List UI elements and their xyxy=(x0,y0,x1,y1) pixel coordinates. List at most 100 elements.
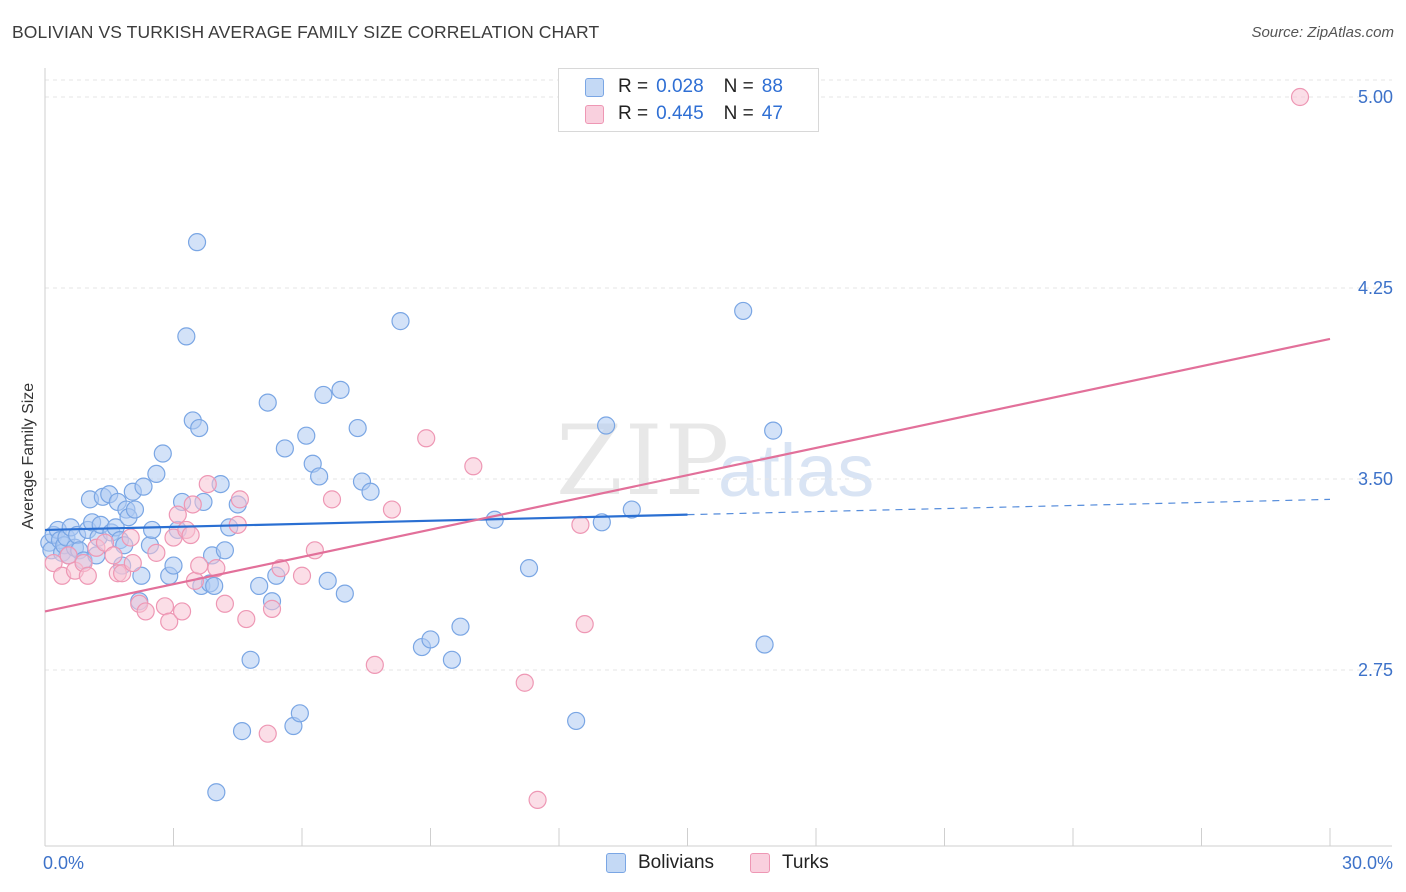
bolivians-trend-line xyxy=(44,513,688,532)
bolivians-point xyxy=(232,722,252,741)
turks-points xyxy=(44,87,1310,809)
turks-point xyxy=(417,429,436,448)
bolivians-label: Bolivians xyxy=(638,852,715,873)
bolivians-point xyxy=(153,444,172,463)
watermark-atlas: atlas xyxy=(718,429,875,512)
x-tick-label: 0.0% xyxy=(43,853,84,873)
turks-point xyxy=(160,612,179,631)
turks-point xyxy=(365,655,384,675)
bolivians-point xyxy=(318,571,337,590)
turks-point xyxy=(207,559,226,578)
turks-point xyxy=(1290,87,1310,107)
y-tick-label: 2.75 xyxy=(1358,660,1393,680)
legend-item-bolivians[interactable]: Bolivians xyxy=(606,852,714,874)
bolivians-point xyxy=(164,556,183,575)
bolivians-point xyxy=(205,576,224,596)
turks-point xyxy=(515,673,534,692)
bolivians-point xyxy=(597,416,616,435)
turks-point xyxy=(528,790,547,809)
bolivians-point xyxy=(567,711,586,731)
bolivians-point xyxy=(187,233,207,252)
turks-point xyxy=(172,602,192,621)
turks-point xyxy=(198,474,217,494)
turks-point xyxy=(121,528,140,547)
turks-point xyxy=(322,490,342,509)
turks-point xyxy=(262,599,282,618)
turks-point xyxy=(271,559,290,578)
bolivians-point xyxy=(125,500,145,519)
correlation-legend: R = 0.028 N = 88 R = 0.445 N = 47 xyxy=(558,68,819,132)
axis-labels: 2.75 3.50 4.25 5.00 0.0% 30.0% Average Family … xyxy=(20,87,1393,873)
bolivians-point xyxy=(258,393,277,412)
turks-point xyxy=(215,594,234,613)
legend-n-value: 47 xyxy=(761,103,783,124)
turks-point xyxy=(292,566,312,585)
legend-n-value: 88 xyxy=(761,76,783,97)
legend-n-label: N = xyxy=(723,76,754,97)
bolivians-point xyxy=(331,380,350,399)
y-tick-label: 4.25 xyxy=(1358,278,1393,298)
turks-point xyxy=(136,602,155,621)
bolivians-point xyxy=(241,650,260,669)
bolivians-point xyxy=(297,426,316,445)
bolivians-point xyxy=(348,418,367,438)
bolivians-point xyxy=(421,630,440,649)
bolivians-trend-extension xyxy=(687,498,1331,516)
x-tick-label: 30.0% xyxy=(1342,853,1393,873)
turks-point xyxy=(78,566,97,585)
legend-n-label: N = xyxy=(723,103,754,124)
bolivians-point xyxy=(451,617,470,636)
trend-lines xyxy=(44,337,1331,613)
turks-point xyxy=(155,597,175,616)
legend-swatch-pink xyxy=(585,104,604,124)
bolivians-point xyxy=(764,421,783,440)
bolivians-point xyxy=(142,520,162,540)
turks-point xyxy=(59,546,78,565)
legend-row-bolivians: R = 0.028 N = 88 xyxy=(585,74,783,100)
bolivians-point xyxy=(207,783,226,802)
y-tick-label: 3.50 xyxy=(1358,469,1393,489)
turks-point xyxy=(95,533,115,552)
turks-point xyxy=(123,553,142,573)
turks-point xyxy=(104,546,123,565)
turks-point xyxy=(147,543,166,562)
gridlines xyxy=(45,79,1392,671)
turks-swatch xyxy=(750,853,770,873)
bolivians-point xyxy=(215,541,234,560)
legend-r-value: 0.028 xyxy=(656,76,704,97)
source-label: Source: ZipAtlas.com xyxy=(1251,24,1394,41)
bolivians-point xyxy=(190,418,209,438)
legend-swatch-blue xyxy=(585,77,604,97)
turks-point xyxy=(181,525,200,545)
legend-row-turks: R = 0.445 N = 47 xyxy=(585,101,783,127)
legend-r-label: R = xyxy=(618,76,649,97)
legend-r-label: R = xyxy=(618,103,649,124)
bolivians-point xyxy=(275,439,294,458)
bolivians-points xyxy=(40,233,783,802)
bolivians-point xyxy=(147,464,166,484)
turks-trend-line xyxy=(44,337,1331,613)
turks-point xyxy=(382,500,402,519)
turks-point xyxy=(571,515,590,534)
turks-label: Turks xyxy=(782,852,829,873)
turks-point xyxy=(168,505,187,524)
bolivians-point xyxy=(442,650,462,669)
bolivians-point xyxy=(592,513,611,532)
turks-point xyxy=(237,609,256,629)
legend-item-turks[interactable]: Turks xyxy=(750,852,829,874)
turks-point xyxy=(44,553,63,573)
y-axis-label: Average Family Size xyxy=(20,383,37,530)
bolivians-point xyxy=(132,566,151,585)
bolivians-point xyxy=(290,704,309,723)
bolivians-point xyxy=(519,559,539,578)
bolivians-point xyxy=(335,584,354,603)
bolivians-point xyxy=(177,327,196,346)
bolivians-swatch xyxy=(606,853,626,873)
turks-point xyxy=(258,724,277,743)
turks-point xyxy=(464,457,483,476)
bolivians-point xyxy=(391,312,410,331)
turks-point xyxy=(190,556,209,575)
turks-point xyxy=(183,495,202,514)
bolivians-point xyxy=(314,385,333,405)
